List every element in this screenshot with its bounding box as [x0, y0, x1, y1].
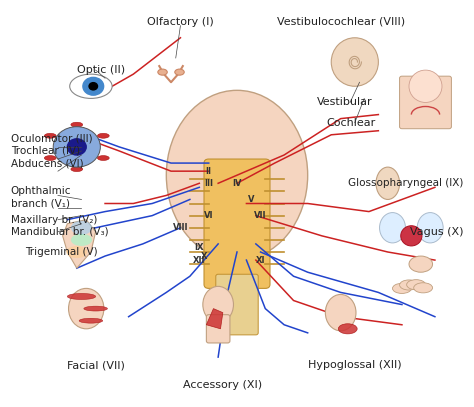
- Ellipse shape: [45, 155, 56, 160]
- Ellipse shape: [338, 324, 357, 334]
- Ellipse shape: [407, 280, 426, 290]
- Text: Optic (II): Optic (II): [77, 65, 125, 75]
- Ellipse shape: [380, 212, 405, 243]
- Ellipse shape: [158, 69, 167, 75]
- Ellipse shape: [71, 122, 82, 127]
- Ellipse shape: [166, 90, 308, 260]
- Text: Ophthalmic: Ophthalmic: [11, 186, 71, 196]
- Ellipse shape: [98, 133, 109, 138]
- Ellipse shape: [392, 283, 411, 293]
- Text: Trigeminal (V): Trigeminal (V): [25, 247, 98, 257]
- FancyBboxPatch shape: [206, 315, 230, 343]
- Text: Maxillary br. (V₂): Maxillary br. (V₂): [11, 214, 97, 225]
- Text: branch (V₁): branch (V₁): [11, 199, 70, 208]
- Circle shape: [53, 127, 100, 167]
- FancyBboxPatch shape: [204, 159, 270, 289]
- Text: V: V: [248, 195, 255, 204]
- Text: Facial (VII): Facial (VII): [67, 360, 125, 370]
- Text: Oculomotor (III): Oculomotor (III): [11, 134, 92, 144]
- Text: II: II: [206, 166, 212, 176]
- Ellipse shape: [84, 306, 108, 311]
- Ellipse shape: [71, 234, 92, 246]
- Ellipse shape: [376, 167, 400, 199]
- Ellipse shape: [414, 283, 433, 293]
- Text: VI: VI: [204, 211, 213, 220]
- Text: Cochlear: Cochlear: [327, 118, 376, 128]
- Ellipse shape: [175, 69, 184, 75]
- Ellipse shape: [401, 226, 422, 246]
- Ellipse shape: [400, 280, 419, 290]
- Text: XII: XII: [193, 256, 206, 265]
- Text: Hypoglossal (XII): Hypoglossal (XII): [308, 360, 401, 370]
- Text: Trochlear (IV): Trochlear (IV): [11, 146, 80, 156]
- Text: Accessory (XI): Accessory (XI): [183, 381, 263, 390]
- Circle shape: [89, 83, 98, 90]
- Ellipse shape: [409, 256, 433, 272]
- Ellipse shape: [325, 294, 356, 331]
- Ellipse shape: [79, 318, 103, 323]
- Text: Mandibular br. (V₃): Mandibular br. (V₃): [11, 227, 109, 237]
- Text: Olfactory (I): Olfactory (I): [147, 17, 214, 26]
- Text: Vagus (X): Vagus (X): [410, 227, 463, 237]
- Ellipse shape: [203, 287, 234, 323]
- Text: IX: IX: [194, 243, 204, 252]
- Text: X: X: [201, 252, 207, 260]
- Text: XI: XI: [256, 256, 265, 265]
- Ellipse shape: [98, 155, 109, 160]
- Ellipse shape: [67, 293, 96, 300]
- Polygon shape: [63, 220, 96, 268]
- Circle shape: [83, 77, 104, 95]
- Text: Abducens (VI): Abducens (VI): [11, 158, 83, 168]
- Polygon shape: [206, 309, 223, 329]
- Ellipse shape: [417, 212, 443, 243]
- Ellipse shape: [71, 167, 82, 172]
- Ellipse shape: [71, 221, 92, 235]
- Ellipse shape: [409, 70, 442, 103]
- Text: III: III: [204, 179, 213, 188]
- Ellipse shape: [69, 289, 104, 329]
- FancyBboxPatch shape: [216, 274, 258, 335]
- Text: IV: IV: [232, 179, 242, 188]
- Text: VIII: VIII: [173, 223, 188, 232]
- Text: Glossopharyngeal (IX): Glossopharyngeal (IX): [348, 178, 463, 188]
- Text: VII: VII: [255, 211, 267, 220]
- FancyBboxPatch shape: [400, 76, 451, 129]
- Ellipse shape: [331, 38, 378, 86]
- Text: Vestibular: Vestibular: [317, 97, 373, 107]
- Ellipse shape: [45, 133, 56, 138]
- Circle shape: [67, 139, 86, 155]
- Ellipse shape: [66, 246, 87, 258]
- Ellipse shape: [70, 74, 112, 98]
- Text: Vestibulocochlear (VIII): Vestibulocochlear (VIII): [277, 17, 405, 26]
